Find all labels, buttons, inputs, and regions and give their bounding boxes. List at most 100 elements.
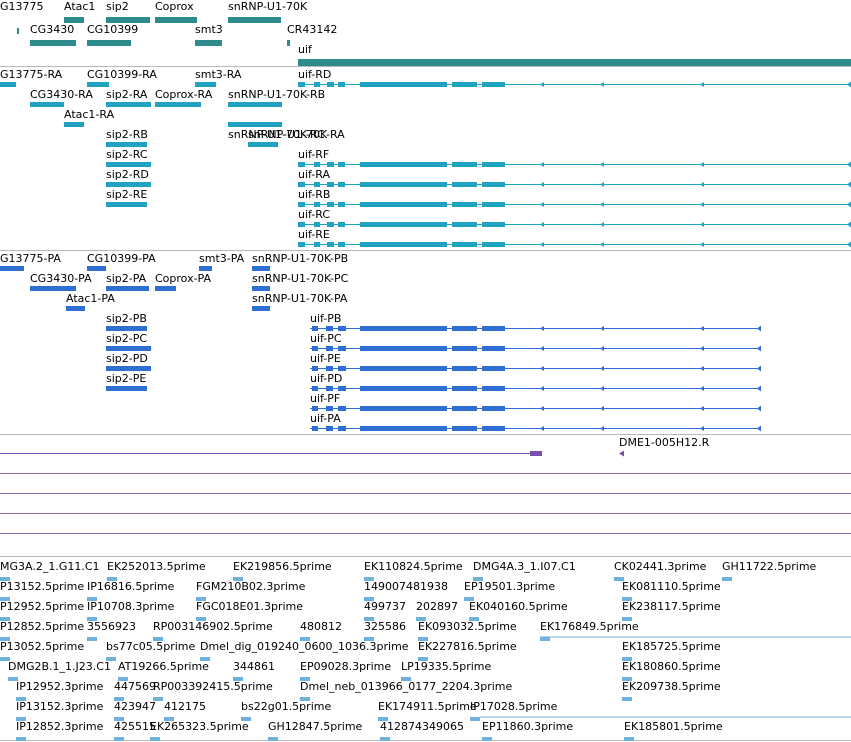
protein-glyph[interactable] bbox=[252, 266, 270, 271]
est-glyph[interactable] bbox=[87, 637, 97, 641]
est-glyph[interactable] bbox=[380, 737, 390, 741]
est-glyph[interactable] bbox=[622, 697, 632, 701]
est-glyph[interactable] bbox=[622, 657, 632, 661]
est-glyph[interactable] bbox=[16, 697, 26, 701]
uif-transcript[interactable] bbox=[298, 201, 851, 208]
gene-glyph[interactable] bbox=[64, 17, 84, 23]
est-glyph[interactable] bbox=[164, 717, 174, 721]
transcript-glyph[interactable] bbox=[106, 182, 151, 187]
uif-protein[interactable] bbox=[310, 345, 761, 352]
gene-glyph[interactable] bbox=[17, 28, 19, 34]
est-glyph[interactable] bbox=[8, 677, 18, 681]
est-glyph[interactable] bbox=[241, 717, 251, 721]
est-glyph[interactable] bbox=[469, 617, 479, 621]
est-glyph[interactable] bbox=[540, 637, 550, 641]
est-glyph[interactable] bbox=[622, 677, 632, 681]
est-glyph[interactable] bbox=[150, 737, 160, 741]
est-glyph[interactable] bbox=[0, 617, 10, 621]
est-glyph[interactable] bbox=[464, 597, 474, 601]
est-glyph[interactable] bbox=[268, 737, 278, 741]
est-glyph[interactable] bbox=[87, 597, 97, 601]
protein-glyph[interactable] bbox=[106, 286, 149, 291]
uif-transcript[interactable] bbox=[298, 241, 851, 248]
protein-glyph[interactable] bbox=[199, 266, 212, 271]
uif-protein[interactable] bbox=[310, 365, 761, 372]
transcript-glyph[interactable] bbox=[228, 122, 282, 127]
est-glyph[interactable] bbox=[614, 577, 624, 581]
protein-glyph[interactable] bbox=[252, 286, 270, 291]
protein-glyph[interactable] bbox=[252, 306, 270, 311]
gene-glyph[interactable] bbox=[87, 40, 131, 46]
protein-glyph[interactable] bbox=[106, 346, 151, 351]
protein-glyph[interactable] bbox=[106, 386, 147, 391]
est-glyph[interactable] bbox=[153, 637, 163, 641]
transcript-glyph[interactable] bbox=[195, 82, 216, 87]
gene-glyph[interactable] bbox=[195, 40, 222, 46]
est-glyph[interactable] bbox=[114, 697, 124, 701]
uif-protein[interactable] bbox=[310, 405, 761, 412]
gene-glyph[interactable] bbox=[155, 17, 197, 23]
uif-transcript[interactable] bbox=[298, 181, 851, 188]
est-glyph[interactable] bbox=[114, 737, 124, 741]
est-glyph[interactable] bbox=[300, 637, 310, 641]
est-glyph[interactable] bbox=[482, 737, 492, 741]
uif-protein[interactable] bbox=[310, 425, 761, 432]
est-glyph[interactable] bbox=[364, 617, 374, 621]
est-glyph[interactable] bbox=[624, 737, 634, 741]
est-glyph[interactable] bbox=[0, 657, 10, 661]
gene-glyph[interactable] bbox=[298, 59, 851, 66]
transcript-glyph[interactable] bbox=[106, 102, 151, 107]
protein-glyph[interactable] bbox=[87, 266, 106, 271]
est-glyph[interactable] bbox=[233, 577, 243, 581]
est-glyph[interactable] bbox=[300, 697, 310, 701]
transcript-glyph[interactable] bbox=[106, 142, 147, 147]
protein-glyph[interactable] bbox=[155, 286, 176, 291]
est-glyph[interactable] bbox=[0, 637, 10, 641]
transcript-glyph[interactable] bbox=[155, 102, 201, 107]
transcript-glyph[interactable] bbox=[248, 142, 278, 147]
protein-glyph[interactable] bbox=[66, 306, 85, 311]
gene-glyph[interactable] bbox=[287, 40, 290, 46]
transcript-glyph[interactable] bbox=[228, 102, 282, 107]
est-glyph[interactable] bbox=[118, 677, 128, 681]
transcript-glyph[interactable] bbox=[30, 102, 64, 107]
cdna-glyph[interactable] bbox=[530, 451, 542, 456]
est-glyph[interactable] bbox=[401, 677, 411, 681]
protein-glyph[interactable] bbox=[106, 326, 147, 331]
est-glyph[interactable] bbox=[106, 657, 116, 661]
est-glyph[interactable] bbox=[416, 617, 426, 621]
est-glyph[interactable] bbox=[418, 637, 428, 641]
est-glyph[interactable] bbox=[473, 577, 483, 581]
gene-glyph[interactable] bbox=[228, 17, 281, 23]
transcript-glyph[interactable] bbox=[106, 202, 147, 207]
est-glyph[interactable] bbox=[622, 597, 632, 601]
est-glyph[interactable] bbox=[200, 657, 210, 661]
est-glyph[interactable] bbox=[364, 577, 374, 581]
est-glyph[interactable] bbox=[196, 617, 206, 621]
transcript-glyph[interactable] bbox=[0, 82, 16, 87]
uif-transcript[interactable] bbox=[298, 161, 851, 168]
est-glyph[interactable] bbox=[0, 597, 10, 601]
est-glyph[interactable] bbox=[114, 717, 124, 721]
transcript-glyph[interactable] bbox=[64, 122, 84, 127]
est-glyph[interactable] bbox=[153, 697, 163, 701]
est-glyph[interactable] bbox=[196, 597, 206, 601]
transcript-glyph[interactable] bbox=[87, 82, 109, 87]
est-glyph[interactable] bbox=[364, 597, 374, 601]
uif-transcript[interactable] bbox=[298, 221, 851, 228]
cdna-glyph[interactable] bbox=[619, 450, 624, 457]
protein-glyph[interactable] bbox=[0, 266, 24, 271]
est-glyph[interactable] bbox=[300, 677, 310, 681]
est-glyph[interactable] bbox=[722, 577, 732, 581]
est-glyph[interactable] bbox=[378, 717, 388, 721]
est-glyph[interactable] bbox=[16, 717, 26, 721]
uif-transcript[interactable] bbox=[298, 81, 851, 88]
protein-glyph[interactable] bbox=[106, 366, 151, 371]
est-glyph[interactable] bbox=[16, 737, 26, 741]
protein-glyph[interactable] bbox=[30, 286, 76, 291]
uif-protein[interactable] bbox=[310, 325, 761, 332]
gene-glyph[interactable] bbox=[106, 17, 150, 23]
est-glyph[interactable] bbox=[418, 657, 428, 661]
transcript-glyph[interactable] bbox=[106, 162, 151, 167]
est-glyph[interactable] bbox=[233, 677, 243, 681]
